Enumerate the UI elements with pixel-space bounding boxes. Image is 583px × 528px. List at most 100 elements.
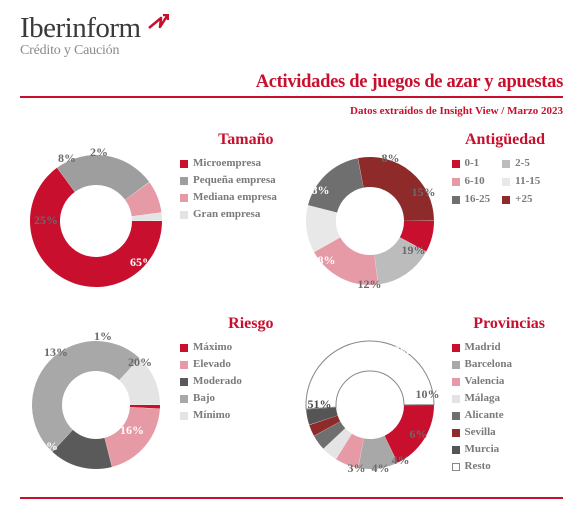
legend-swatch — [502, 160, 510, 168]
legend-item: Microempresa — [180, 155, 277, 172]
legend-item: Resto — [452, 458, 512, 475]
page-subtitle: Datos extraídos de Insight View / Marzo … — [350, 105, 563, 117]
legend-label: Málaga — [465, 390, 500, 407]
legend-item: Alicante — [452, 407, 512, 424]
legend-swatch — [502, 178, 510, 186]
legend-label: Sevilla — [465, 424, 496, 441]
legend-label: Alicante — [465, 407, 504, 424]
pct-label: 2% — [90, 145, 108, 160]
legend-swatch — [452, 429, 460, 437]
legend-label: Moderado — [193, 373, 242, 390]
pct-label: 28% — [306, 183, 330, 198]
pct-label: 8% — [382, 151, 400, 166]
legend-label: Elevado — [193, 356, 231, 373]
legend-item: Elevado — [180, 356, 242, 373]
legend-label: 11-15 — [515, 173, 540, 190]
legend-item: Valencia — [452, 373, 512, 390]
legend-label: Madrid — [465, 339, 501, 356]
brand-arrow-icon — [147, 14, 169, 36]
legend-swatch — [502, 196, 510, 204]
pct-label: 12% — [358, 277, 382, 292]
pct-label: 50% — [34, 439, 58, 454]
legend-label: Mediana empresa — [193, 189, 277, 206]
subtitle-row: Datos extraídos de Insight View / Marzo … — [20, 101, 563, 119]
legend-swatch — [180, 378, 188, 386]
legend-label: Murcia — [465, 441, 500, 458]
legend-label: Bajo — [193, 390, 215, 407]
pct-label: 10% — [416, 387, 440, 402]
brand-name: Iberinform — [20, 12, 141, 44]
page-title: Actividades de juegos de azar y apuestas — [256, 72, 563, 92]
legend-swatch — [452, 196, 460, 204]
legend-swatch — [452, 395, 460, 403]
pct-label: 19% — [402, 243, 426, 258]
legend-swatch — [180, 211, 188, 219]
legend-item: Madrid — [452, 339, 512, 356]
legend-label: Resto — [465, 458, 491, 475]
chart-title: Provincias — [473, 315, 545, 333]
legend-item: Sevilla — [452, 424, 512, 441]
legend: MáximoElevadoModeradoBajoMínimo — [180, 339, 242, 424]
legend-item: 16-25 — [452, 191, 491, 208]
legend-item: Mínimo — [180, 407, 242, 424]
pct-label: 25% — [34, 213, 58, 228]
legend-label: 16-25 — [465, 191, 491, 208]
legend: MicroempresaPequeña empresaMediana empre… — [180, 155, 277, 223]
legend-swatch — [452, 378, 460, 386]
legend-item: Málaga — [452, 390, 512, 407]
pct-label: 6% — [410, 427, 428, 442]
bottom-rule — [20, 497, 563, 499]
charts-grid: Tamaño 65% 25% 8% 2% MicroempresaPequeña empr… — [20, 127, 563, 495]
legend-swatch — [180, 361, 188, 369]
legend-item: Barcelona — [452, 356, 512, 373]
legend-label: Pequeña empresa — [193, 172, 276, 189]
pct-label: 4% — [392, 453, 410, 468]
pct-label: 3% — [348, 461, 366, 476]
chart-riesgo: Riesgo 1% 20% 16% 50% 13% MáximoElevadoModerad… — [20, 311, 292, 495]
legend-label: Valencia — [465, 373, 505, 390]
legend: MadridBarcelonaValenciaMálagaAlicanteSev… — [452, 339, 512, 475]
legend-label: Barcelona — [465, 356, 512, 373]
legend-swatch — [180, 194, 188, 202]
title-rule — [20, 96, 563, 98]
legend-swatch — [180, 344, 188, 352]
legend-label: Mínimo — [193, 407, 230, 424]
chart-title: Antigüedad — [465, 131, 545, 149]
pct-label: 1% — [94, 329, 112, 344]
legend-label: +25 — [515, 191, 532, 208]
brand-subtitle: Crédito y Caución — [20, 44, 563, 58]
legend-label: 0-1 — [465, 155, 480, 172]
chart-provincias: Provincias18%10%6%4%4%3%51%MadridBarcelo… — [292, 311, 564, 495]
donut-svg — [292, 127, 442, 293]
pct-label: 65% — [130, 255, 154, 270]
pct-label: 51% — [308, 397, 332, 412]
legend-swatch — [180, 177, 188, 185]
title-row: Actividades de juegos de azar y apuestas — [20, 72, 563, 93]
pct-label: 15% — [412, 185, 436, 200]
legend-label: Microempresa — [193, 155, 261, 172]
pct-label: 16% — [120, 423, 144, 438]
chart-title: Tamaño — [218, 131, 273, 149]
legend-label: 6-10 — [465, 173, 485, 190]
legend-item: +25 — [502, 191, 540, 208]
legend-swatch — [180, 395, 188, 403]
legend-swatch — [452, 361, 460, 369]
legend-label: Máximo — [193, 339, 232, 356]
chart-tamano: Tamaño65%25%8%2%MicroempresaPequeña empr… — [20, 127, 292, 311]
legend-swatch — [180, 412, 188, 420]
pct-label: 18% — [388, 343, 412, 358]
legend-swatch — [452, 178, 460, 186]
legend-item: 11-15 — [502, 173, 540, 190]
legend-swatch — [452, 160, 460, 168]
legend-item: Pequeña empresa — [180, 172, 277, 189]
brand-block: Iberinform Crédito y Caución — [20, 14, 563, 58]
legend-label: 2-5 — [515, 155, 530, 172]
legend: 0-1 2-5 6-10 11-15 16-25 +25 — [452, 155, 541, 208]
chart-antiguedad: Antigüedad 8% 15% 19% 12% 18% 28% 0-1 2-5 6-10 11-… — [292, 127, 564, 311]
legend-item: Máximo — [180, 339, 242, 356]
pct-label: 18% — [312, 253, 336, 268]
chart-title: Riesgo — [228, 315, 273, 333]
pct-label: 20% — [128, 355, 152, 370]
legend-swatch — [452, 463, 460, 471]
pct-label: 13% — [44, 345, 68, 360]
